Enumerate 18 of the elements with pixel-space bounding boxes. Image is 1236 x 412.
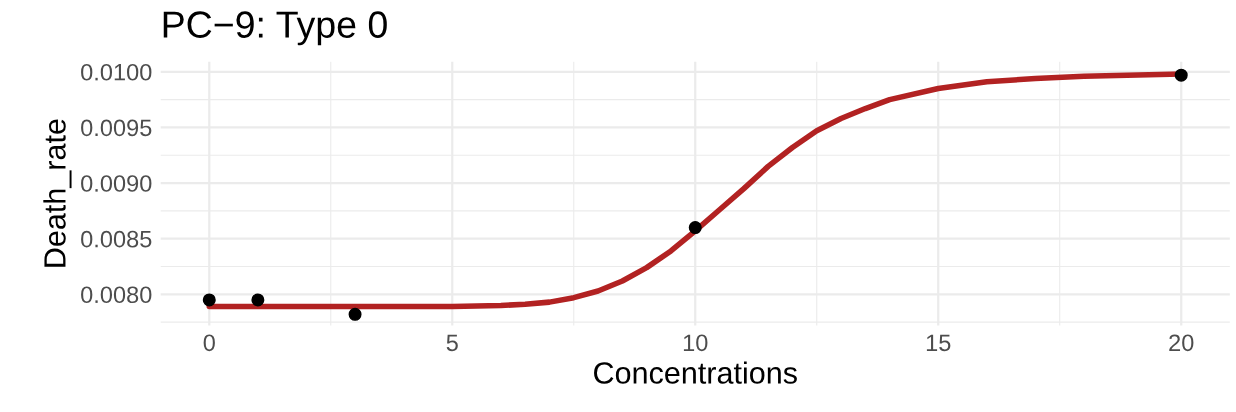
point bbox=[688, 221, 702, 235]
y-tick-label: 0.0100 bbox=[81, 63, 152, 81]
chart-title: PC−9: Type 0 bbox=[163, 11, 387, 46]
x-axis-title: Concentrations bbox=[594, 361, 797, 384]
point bbox=[348, 307, 362, 321]
y-tick-label: 0.0080 bbox=[81, 286, 152, 304]
x-tick-label: 5 bbox=[446, 334, 458, 352]
x-tick-label: 20 bbox=[1169, 334, 1194, 352]
y-axis-title: Death_rate bbox=[43, 119, 72, 267]
y-tick-label: 0.0085 bbox=[81, 230, 152, 248]
x-tick-label: 10 bbox=[683, 334, 708, 352]
y-tick-label: 0.0090 bbox=[81, 175, 152, 192]
x-tick-label: 0 bbox=[203, 334, 215, 352]
point bbox=[202, 293, 216, 307]
x-tick-label: 15 bbox=[926, 334, 951, 352]
y-tick-label: 0.0095 bbox=[81, 119, 152, 137]
point bbox=[1174, 68, 1188, 82]
point bbox=[251, 293, 265, 307]
